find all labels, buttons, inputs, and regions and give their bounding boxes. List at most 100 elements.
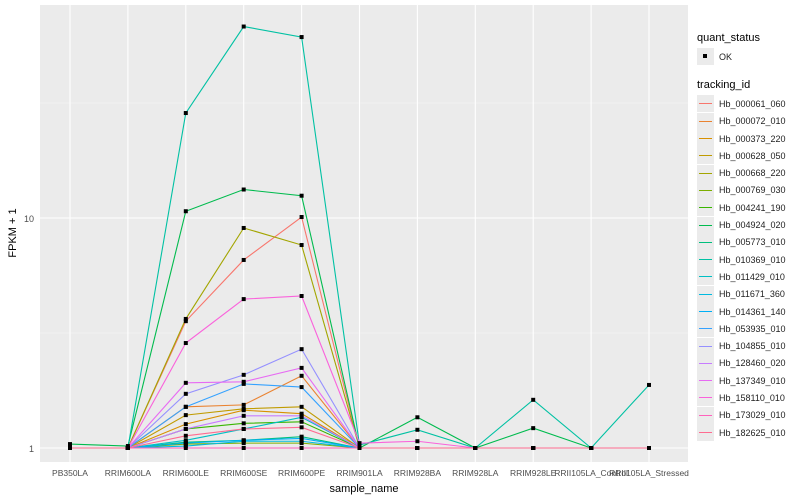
data-point — [241, 297, 246, 302]
data-point — [299, 446, 304, 450]
legend-label: Hb_000769_030 — [719, 185, 786, 196]
legend-item: Hb_010369_010 — [697, 251, 786, 269]
x-tick-label: RRIM901LA — [336, 468, 383, 478]
data-point — [299, 347, 304, 352]
x-tick-label: PB350LA — [52, 468, 88, 478]
data-point — [183, 404, 188, 409]
legend-item: Hb_000628_050 — [697, 147, 786, 165]
data-point — [241, 438, 246, 443]
panel-background — [40, 5, 688, 462]
legend-label: Hb_014361_140 — [719, 306, 786, 317]
data-point — [299, 385, 304, 390]
legend-label: Hb_011429_010 — [719, 271, 785, 282]
data-point — [299, 411, 304, 416]
line-key-icon — [697, 372, 714, 390]
line-key-icon — [697, 95, 714, 113]
data-point — [299, 425, 304, 430]
x-tick-label: RRIM600PE — [278, 468, 326, 478]
data-point — [183, 441, 188, 446]
legend-item: Hb_000373_220 — [697, 130, 786, 148]
x-tick-label: RRIM928LA — [452, 468, 499, 478]
data-point — [183, 391, 188, 396]
data-point — [531, 397, 536, 402]
x-tick-label: RRIM600LA — [105, 468, 152, 478]
data-point — [241, 406, 246, 411]
line-key-icon — [697, 164, 714, 182]
legend-label: Hb_010369_010 — [719, 254, 786, 265]
data-point — [241, 379, 246, 384]
legend-label: Hb_000628_050 — [719, 150, 786, 161]
data-point — [299, 373, 304, 378]
x-axis-title: sample_name — [329, 483, 398, 495]
data-point — [415, 415, 420, 420]
line-key-icon — [697, 216, 714, 234]
legend-label: Hb_000668_220 — [719, 168, 786, 179]
legend-item: Hb_137349_010 — [697, 372, 786, 390]
data-point — [183, 209, 188, 214]
legend-label: Hb_173029_010 — [719, 410, 786, 421]
data-point — [299, 439, 304, 444]
data-point — [299, 365, 304, 370]
line-key-icon — [697, 337, 714, 355]
line-key-icon — [697, 181, 714, 199]
legend-label: Hb_004241_190 — [719, 202, 786, 213]
x-tick-label: RRII105LA_Control — [554, 468, 628, 478]
data-point — [589, 446, 594, 450]
legend-label: Hb_137349_010 — [719, 375, 786, 386]
line-key-icon — [697, 285, 714, 303]
data-point — [241, 372, 246, 377]
legend-item: Hb_014361_140 — [697, 303, 786, 320]
legend-title-quant-status: quant_status — [697, 32, 760, 44]
data-point — [357, 441, 362, 446]
legend-item: Hb_128460_020 — [697, 354, 786, 372]
line-key-icon — [697, 406, 714, 424]
legend-item: Hb_000072_010 — [697, 112, 786, 130]
data-point — [299, 436, 304, 441]
legend-label: Hb_128460_020 — [719, 358, 786, 369]
data-point — [241, 421, 246, 426]
legend-item-ok: OK — [697, 48, 786, 66]
legend-item: Hb_053935_010 — [697, 320, 786, 338]
line-key-icon — [697, 389, 714, 407]
legend-item: Hb_182625_010 — [697, 424, 786, 442]
data-point — [241, 187, 246, 192]
legend-label: Hb_004924_020 — [719, 220, 786, 231]
data-point — [241, 413, 246, 418]
line-key-icon — [697, 199, 714, 217]
legend-label: Hb_011671_360 — [719, 289, 785, 300]
line-key-icon — [697, 233, 714, 251]
data-point — [241, 402, 246, 407]
legend: quant_status OK tracking_id Hb_000061_06… — [697, 32, 786, 442]
data-point — [183, 111, 188, 116]
data-point — [68, 442, 72, 447]
line-key-icon — [697, 268, 714, 286]
y-tick-label: 1 — [29, 444, 34, 454]
legend-item: Hb_011429_010 — [697, 268, 786, 286]
data-point — [241, 257, 246, 262]
legend-item: Hb_104855_010 — [697, 337, 786, 355]
legend-label: Hb_000061_060 — [719, 98, 786, 109]
legend-label: Hb_158110_010 — [719, 392, 785, 403]
data-point — [241, 446, 246, 450]
data-point — [299, 419, 304, 424]
legend-label: Hb_182625_010 — [719, 427, 786, 438]
data-point — [299, 193, 304, 198]
line-key-icon — [697, 130, 714, 148]
data-point — [357, 446, 362, 450]
data-point — [299, 413, 304, 418]
data-point — [183, 319, 188, 324]
legend-item: Hb_000061_060 — [697, 95, 786, 113]
data-point — [647, 446, 651, 450]
data-point — [183, 433, 188, 438]
data-point — [241, 426, 246, 431]
legend-label: Hb_000072_010 — [719, 116, 786, 127]
line-key-icon — [697, 303, 714, 320]
data-point — [183, 426, 188, 431]
legend-label: Hb_005773_010 — [719, 237, 786, 248]
data-point — [68, 446, 72, 450]
data-point — [531, 426, 536, 431]
data-point — [183, 422, 188, 427]
data-point — [647, 382, 651, 387]
